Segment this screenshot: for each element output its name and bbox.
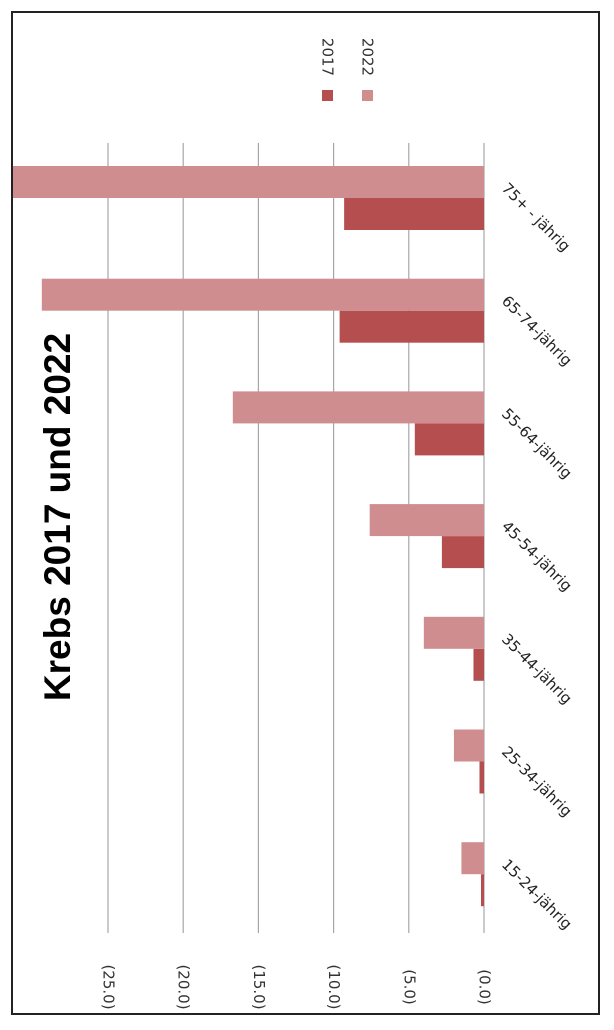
bar-2017-2 bbox=[414, 423, 484, 456]
legend-swatch-2017 bbox=[322, 90, 333, 101]
axis-tick-label: (25.0) bbox=[100, 964, 118, 1009]
bar-2022-3 bbox=[369, 504, 484, 537]
bar-2017-5 bbox=[479, 761, 484, 794]
legend-label-2022: 2022 bbox=[359, 38, 377, 76]
category-label: 25-34-jährig bbox=[498, 743, 576, 821]
axis-tick-labels: (25.0) (20.0) (15.0) (10.0) (5.0) (0.0) bbox=[100, 964, 494, 1009]
category-label: 65-74-jährig bbox=[498, 292, 576, 370]
bar-chart: (25.0) (20.0) (15.0) (10.0) (5.0) (0.0) 75+ -… bbox=[13, 38, 576, 1010]
category-label: 45-54-jährig bbox=[498, 517, 576, 595]
legend: 2017 2022 bbox=[319, 38, 377, 101]
bar-2022-6 bbox=[461, 842, 484, 875]
axis-tick-label: (0.0) bbox=[476, 969, 494, 1005]
bar-2022-5 bbox=[453, 729, 484, 762]
category-label: 55-64-jährig bbox=[498, 405, 576, 483]
bar-2017-0 bbox=[344, 198, 484, 230]
bar-2022-0 bbox=[13, 166, 484, 198]
category-label: 15-24-jährig bbox=[498, 855, 576, 933]
legend-swatch-2022 bbox=[362, 90, 373, 101]
legend-label-2017: 2017 bbox=[319, 38, 337, 76]
category-label: 35-44-jährig bbox=[498, 630, 576, 708]
bar-2022-4 bbox=[423, 616, 484, 649]
axis-tick-label: (20.0) bbox=[175, 964, 193, 1009]
bar-2022-1 bbox=[41, 278, 484, 311]
axis-tick-label: (10.0) bbox=[325, 964, 343, 1009]
category-label: 75+ - jährig bbox=[498, 179, 574, 255]
bars bbox=[13, 166, 484, 907]
bar-2017-1 bbox=[339, 310, 484, 343]
chart-title: Krebs 2017 und 2022 bbox=[37, 333, 78, 701]
bar-2017-4 bbox=[473, 648, 484, 681]
bar-2017-6 bbox=[480, 874, 484, 907]
axis-tick-label: (15.0) bbox=[250, 964, 268, 1009]
bar-2022-2 bbox=[232, 391, 484, 424]
gridlines bbox=[107, 143, 485, 933]
axis-tick-label: (5.0) bbox=[400, 969, 418, 1005]
bar-2017-3 bbox=[441, 536, 484, 569]
chart-frame: (25.0) (20.0) (15.0) (10.0) (5.0) (0.0) 75+ -… bbox=[11, 11, 600, 1015]
category-labels: 75+ - jährig 65-74-jährig 55-64-jährig 45-5… bbox=[498, 179, 576, 933]
